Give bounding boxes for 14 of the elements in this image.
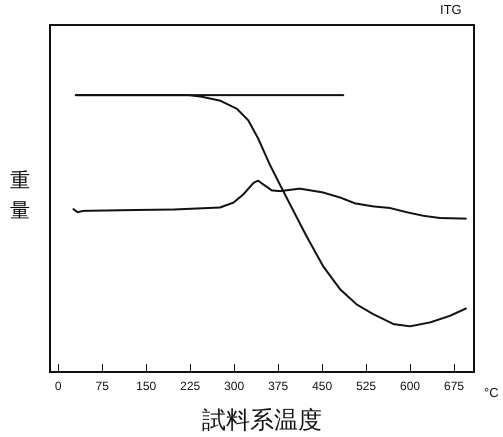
x-tick-label: 75 [96, 379, 110, 393]
x-tick-label: 525 [356, 379, 376, 393]
x-tick-label: 300 [224, 379, 244, 393]
x-tick-label: 150 [136, 379, 157, 393]
y-axis-title: 重量 [10, 167, 30, 224]
x-tick-label: 675 [444, 379, 464, 393]
x-tick-label: 225 [180, 379, 200, 393]
x-tick-label: 375 [268, 379, 288, 393]
text: °C [484, 385, 499, 400]
x-tick-label: 0 [54, 379, 62, 393]
x-tick-label: 450 [312, 379, 332, 393]
text: ITG [440, 2, 462, 17]
x-axis-title: 試料系温度 [202, 406, 322, 434]
x-tick-label: 600 [400, 379, 420, 393]
